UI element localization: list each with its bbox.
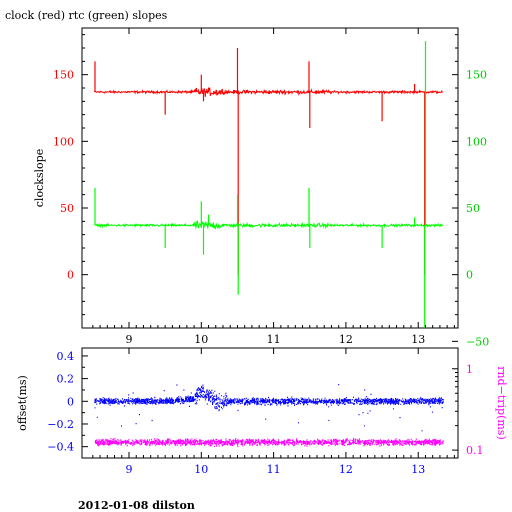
bottom-plot-frame <box>81 347 459 459</box>
top-right-tick-label-2: 50 <box>466 202 480 215</box>
top-left-tick-label-3: 150 <box>53 69 74 82</box>
bottom-x-tick-label-0: 9 <box>126 463 133 476</box>
bottom-right-tick-label-1: 1 <box>466 363 473 376</box>
bottom-left-tick-label-2: 0 <box>67 395 74 408</box>
top-right-tick-label-0: −50 <box>466 335 489 348</box>
series-line-clock <box>93 87 443 97</box>
bottom-x-tick-label-4: 13 <box>411 463 425 476</box>
bottom-ylabel: offset(ms) <box>16 375 29 431</box>
top-right-tick-label-3: 100 <box>466 135 487 148</box>
top-x-tick-label-3: 12 <box>339 333 353 346</box>
footer-label: 2012-01-08 dilston <box>78 499 195 512</box>
top-plot-frame <box>81 27 459 329</box>
top-right-tick-label-4: 150 <box>466 69 487 82</box>
top-x-tick-label-4: 13 <box>411 333 425 346</box>
bottom-right-tick-label-0: 0.1 <box>466 444 484 457</box>
top-x-tick-label-0: 9 <box>126 333 133 346</box>
bottom-panel: −0.4−0.200.20.40.119 10 11 12 13 offset(ms) … <box>16 347 508 476</box>
top-x-tick-label-1: 10 <box>194 333 208 346</box>
bottom-x-tick-label-3: 12 <box>339 463 353 476</box>
top-ylabel: clockslope <box>33 149 46 207</box>
bottom-series-group <box>94 384 444 448</box>
bottom-x-tick-label-2: 11 <box>267 463 281 476</box>
bottom-left-tick-label-0: −0.4 <box>47 441 74 454</box>
top-left-tick-label-2: 100 <box>53 135 74 148</box>
bottom-x-tick-label-1: 10 <box>194 463 208 476</box>
top-panel: 0 50 100 150 −50 0 50 100 150 9 10 11 12 13 clockslop… <box>33 27 489 348</box>
top-x-tick-label-2: 11 <box>267 333 281 346</box>
bottom-left-tick-label-4: 0.4 <box>57 350 75 363</box>
top-left-tick-label-0: 0 <box>67 269 74 282</box>
series-points-rndtrip <box>94 437 444 448</box>
top-right-tick-label-1: 0 <box>466 269 473 282</box>
bottom-y2label: rnd−trip(ms) <box>495 366 508 440</box>
series-points-offset <box>94 384 444 432</box>
chart-title: clock (red) rtc (green) slopes <box>5 9 168 22</box>
top-series-group <box>93 41 443 328</box>
bottom-left-tick-label-3: 0.2 <box>57 373 75 386</box>
bottom-axes-group: −0.4 −0.2 0 0.2 0.4 0.1 1 9 10 11 12 13 <box>47 348 484 476</box>
top-left-tick-label-1: 50 <box>60 202 74 215</box>
top-axes-group: 0 50 100 150 −50 0 50 100 150 9 10 11 12 13 <box>53 28 489 348</box>
bottom-left-tick-label-1: −0.2 <box>47 418 74 431</box>
series-line-rtc <box>94 220 443 230</box>
